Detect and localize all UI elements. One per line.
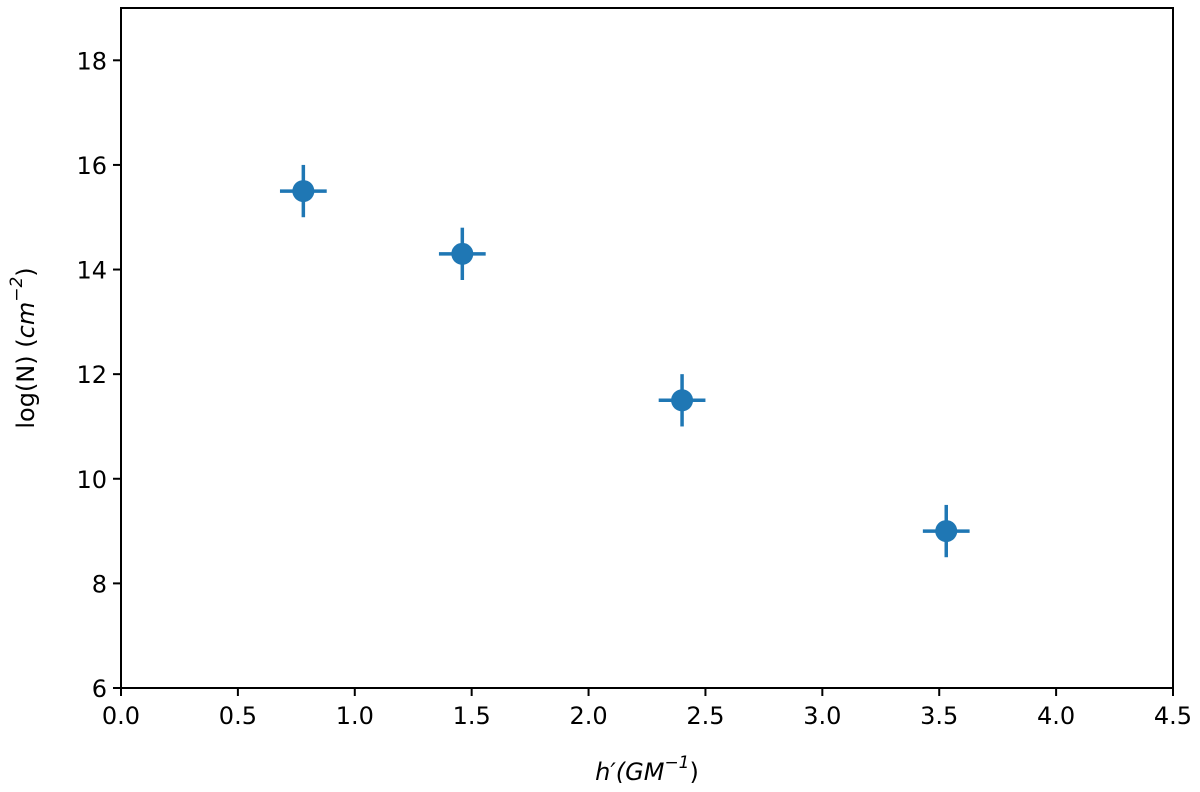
x-tick-label: 2.5	[686, 702, 724, 730]
marks-layer	[279, 164, 970, 558]
y-axis-title: log(N) (cm−2)	[7, 267, 40, 428]
y-axis: 6 8 10 12 14 16 18	[76, 47, 121, 703]
x-tick-label: 4.0	[1037, 702, 1075, 730]
x-axis-title: h′(GM−1)	[595, 753, 699, 786]
y-tick-label: 6	[92, 675, 107, 703]
y-tick-label: 8	[92, 570, 107, 598]
x-tick-label: 0.5	[219, 702, 257, 730]
y-tick-label: 16	[76, 152, 107, 180]
x-tick-label: 1.0	[336, 702, 374, 730]
x-tick-label: 4.5	[1154, 702, 1192, 730]
data-point	[935, 520, 958, 543]
data-point	[292, 180, 315, 203]
x-axis: 0.0 0.5 1.0 1.5 2.0 2.5 3.0 3.5 4.0 4.5	[102, 688, 1192, 730]
plot-frame	[120, 7, 1174, 689]
y-tick-label: 14	[76, 257, 107, 285]
data-point	[451, 242, 474, 265]
x-tick-label: 0.0	[102, 702, 140, 730]
y-tick-label: 18	[76, 47, 107, 75]
data-point	[671, 389, 694, 412]
x-tick-label: 3.5	[920, 702, 958, 730]
x-tick-label: 2.0	[569, 702, 607, 730]
y-tick-label: 12	[76, 361, 107, 389]
x-tick-label: 1.5	[453, 702, 491, 730]
y-tick-label: 10	[76, 466, 107, 494]
x-tick-label: 3.0	[803, 702, 841, 730]
